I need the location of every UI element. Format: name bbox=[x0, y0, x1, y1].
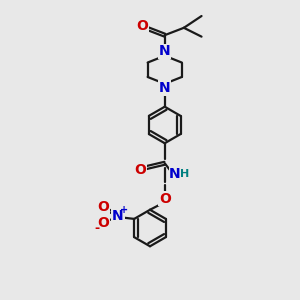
Text: -: - bbox=[94, 222, 99, 235]
Text: O: O bbox=[97, 200, 109, 214]
Text: N: N bbox=[159, 81, 170, 95]
Text: H: H bbox=[180, 169, 189, 178]
Text: O: O bbox=[134, 163, 146, 177]
Text: N: N bbox=[112, 209, 124, 223]
Text: O: O bbox=[137, 19, 148, 33]
Text: N: N bbox=[159, 44, 170, 58]
Text: +: + bbox=[120, 205, 128, 215]
Text: O: O bbox=[159, 192, 171, 206]
Text: N: N bbox=[169, 167, 181, 181]
Text: O: O bbox=[97, 216, 109, 230]
